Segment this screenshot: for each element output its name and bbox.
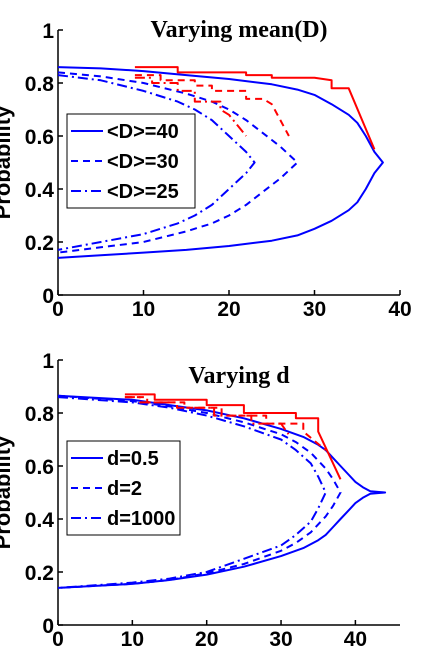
y-tick-label: 0.2 xyxy=(25,562,54,585)
red-series-line-1 xyxy=(124,393,342,480)
legend-label: d=0.5 xyxy=(107,448,159,470)
chart-title: Varying mean(D) xyxy=(150,17,327,43)
legend-label: <D>=40 xyxy=(107,121,179,143)
x-tick-label: 40 xyxy=(344,628,367,651)
series-line-2 xyxy=(57,394,342,589)
y-tick-label: 0.6 xyxy=(25,456,54,479)
x-tick-label: 10 xyxy=(121,628,144,651)
legend-label: <D>=30 xyxy=(107,151,179,173)
y-axis-label: Probability xyxy=(0,105,15,219)
y-axis-label: Probability xyxy=(0,435,15,549)
y-tick-label: 0.2 xyxy=(25,232,54,255)
y-tick-label: 1 xyxy=(42,20,54,43)
x-tick-label: 20 xyxy=(195,628,218,651)
legend-label: <D>=25 xyxy=(107,181,179,203)
y-tick-label: 0 xyxy=(42,615,54,638)
red-series-line-1 xyxy=(134,66,376,150)
chart-panel-1: 00.20.40.60.810 10 20 30 40ProbabilityVaryin… xyxy=(0,17,412,321)
legend: d=0.5 d=2 d=1000 xyxy=(66,440,181,536)
series-line-3 xyxy=(57,74,256,251)
x-tick-label: 40 xyxy=(388,298,411,321)
x-tick-label: 30 xyxy=(269,628,292,651)
y-tick-label: 0.4 xyxy=(25,509,55,532)
x-tick-label: 0 xyxy=(52,298,64,321)
chart-title: Varying d xyxy=(188,363,290,389)
red-series-line-3 xyxy=(124,396,290,435)
y-tick-label: 1 xyxy=(42,350,54,373)
legend: <D>=40 <D>=30 <D>=25 xyxy=(66,113,196,209)
red-series-line-3 xyxy=(134,76,247,137)
series-line-3 xyxy=(57,396,327,589)
y-tick-label: 0 xyxy=(42,285,54,308)
legend-label: d=2 xyxy=(107,478,142,500)
legend-label: d=1000 xyxy=(107,508,175,530)
x-tick-label: 0 xyxy=(52,628,64,651)
x-tick-label: 10 xyxy=(132,298,155,321)
red-series-line-2 xyxy=(134,74,290,137)
chart-panel-2: 00.20.40.60.810 10 20 30 40ProbabilityVaryin… xyxy=(0,350,400,651)
series-line-1 xyxy=(57,66,384,259)
x-tick-label: 20 xyxy=(217,298,240,321)
x-tick-label: 30 xyxy=(303,298,326,321)
series-line-1 xyxy=(57,394,387,589)
y-tick-label: 0.4 xyxy=(25,179,55,202)
y-tick-label: 0.8 xyxy=(25,73,55,96)
y-tick-label: 0.6 xyxy=(25,126,54,149)
y-tick-label: 0.8 xyxy=(25,403,55,426)
